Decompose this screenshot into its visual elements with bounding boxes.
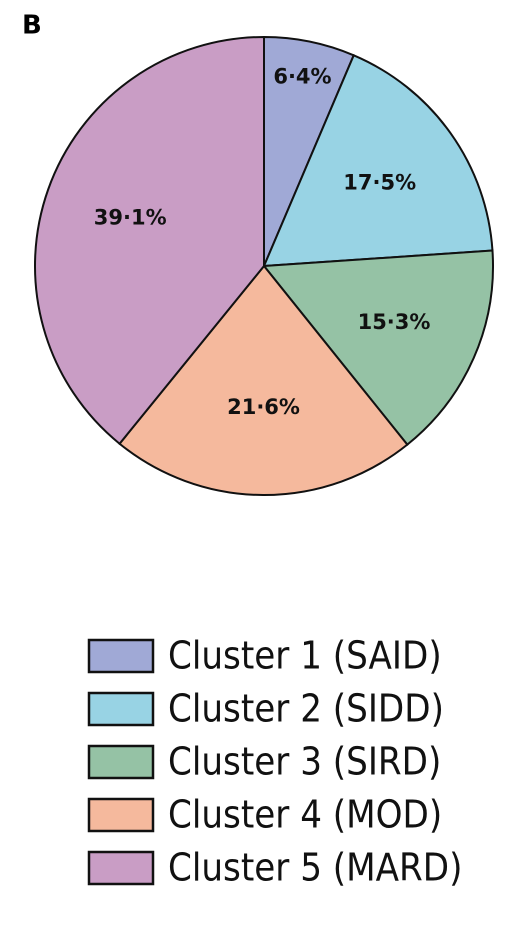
data-label: 15·3% (358, 310, 431, 334)
legend-label: Cluster 5 (MARD) (168, 846, 462, 890)
legend-label: Cluster 3 (SIRD) (168, 740, 441, 784)
pie-slice (34, 35, 265, 446)
data-label: 21·6% (227, 395, 300, 419)
data-label: 6·4% (273, 65, 331, 89)
pie-slice (118, 264, 409, 496)
legend-label: Cluster 2 (SIDD) (168, 687, 444, 731)
pie-slice (262, 53, 494, 268)
data-label: 17·5% (343, 171, 416, 195)
data-label: 39·1% (94, 205, 167, 229)
legend-swatch (87, 744, 155, 780)
legend-swatch (87, 850, 155, 886)
legend-label: Cluster 1 (SAID) (168, 634, 442, 678)
pie-slice (262, 249, 494, 447)
legend-label: Cluster 4 (MOD) (168, 793, 442, 837)
panel-label: B (22, 11, 42, 41)
legend-swatch (87, 691, 155, 727)
legend-swatch (87, 797, 155, 833)
legend-swatch (87, 638, 155, 674)
